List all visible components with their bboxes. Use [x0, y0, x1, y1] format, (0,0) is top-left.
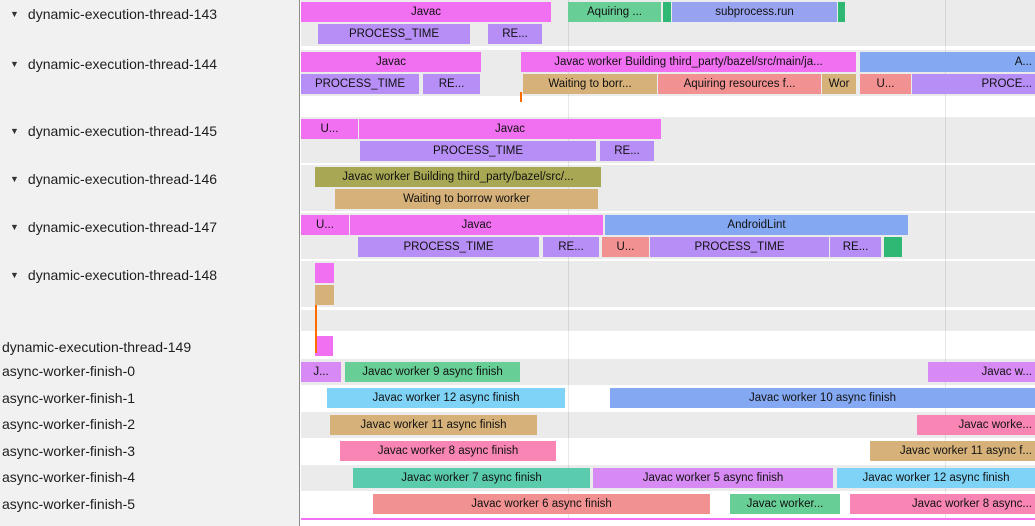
- trace-span-javac-worke-[interactable]: Javac worke...: [917, 415, 1035, 435]
- track-label: dynamic-execution-thread-149: [2, 339, 192, 355]
- trace-span-re-[interactable]: RE...: [423, 74, 480, 94]
- timeline-canvas[interactable]: Javac Aquiring ... subprocess.run PROCESS_T…: [301, 0, 1035, 526]
- track-name-dynamic-execution-thread-149[interactable]: dynamic-execution-thread-149: [0, 337, 300, 357]
- trace-span-waiting-to-borr-[interactable]: Waiting to borr...: [523, 74, 657, 94]
- trace-span-aquiring-[interactable]: Aquiring ...: [568, 2, 661, 22]
- timeline-baseline: [301, 518, 1035, 520]
- trace-span-process-time[interactable]: PROCESS_TIME: [650, 237, 829, 257]
- collapse-arrow-icon[interactable]: ▼: [10, 9, 19, 19]
- track-row-background: [301, 310, 1035, 331]
- trace-span-proce-[interactable]: PROCE...: [912, 74, 1035, 94]
- trace-span-javac-worker-5-async-finish[interactable]: Javac worker 5 async finish: [593, 468, 833, 488]
- trace-span-javac-worker-7-async-finish[interactable]: Javac worker 7 async finish: [353, 468, 590, 488]
- trace-span-javac-worker-8-async-finish[interactable]: Javac worker 8 async finish: [340, 441, 556, 461]
- trace-span-re-[interactable]: RE...: [830, 237, 881, 257]
- trace-span-javac-worker-8-async-[interactable]: Javac worker 8 async...: [850, 494, 1035, 514]
- gridline: [945, 0, 946, 518]
- trace-span-a-[interactable]: A...: [860, 52, 1035, 72]
- gridline: [568, 0, 569, 518]
- track-label: dynamic-execution-thread-147: [27, 219, 218, 235]
- trace-span[interactable]: [315, 336, 333, 356]
- trace-span-javac-worker-building-third-party-bazel-src-[interactable]: Javac worker Building third_party/bazel/…: [315, 167, 601, 187]
- track-label: dynamic-execution-thread-148: [27, 267, 218, 283]
- track-name-dynamic-execution-thread-147[interactable]: ▼ dynamic-execution-thread-147: [0, 217, 298, 237]
- trace-span-javac-worker-building-third-party-bazel-src-main-ja-[interactable]: Javac worker Building third_party/bazel/…: [521, 52, 856, 72]
- track-name-async-worker-finish-3[interactable]: async-worker-finish-3: [0, 441, 300, 461]
- track-label: async-worker-finish-3: [2, 443, 136, 459]
- trace-span[interactable]: [884, 237, 902, 257]
- trace-span-javac-worker-11-async-finish[interactable]: Javac worker 11 async finish: [330, 415, 537, 435]
- trace-span-javac[interactable]: Javac: [301, 52, 481, 72]
- collapse-arrow-icon[interactable]: ▼: [10, 174, 19, 184]
- trace-span-u-[interactable]: U...: [301, 215, 349, 235]
- trace-span-u-[interactable]: U...: [602, 237, 649, 257]
- trace-span-javac-w-[interactable]: Javac w...: [928, 362, 1035, 382]
- track-label: async-worker-finish-2: [2, 416, 136, 432]
- trace-span-waiting-to-borrow-worker[interactable]: Waiting to borrow worker: [335, 189, 598, 209]
- trace-span[interactable]: [315, 285, 334, 305]
- track-label: async-worker-finish-4: [2, 469, 136, 485]
- trace-span[interactable]: [838, 2, 845, 22]
- instant-marker[interactable]: [520, 92, 522, 102]
- trace-span-javac[interactable]: Javac: [350, 215, 603, 235]
- track-name-async-worker-finish-2[interactable]: async-worker-finish-2: [0, 414, 300, 434]
- trace-span-javac-worker-9-async-finish[interactable]: Javac worker 9 async finish: [345, 362, 520, 382]
- track-name-async-worker-finish-0[interactable]: async-worker-finish-0: [0, 361, 300, 381]
- trace-span-aquiring-resources-f-[interactable]: Aquiring resources f...: [658, 74, 821, 94]
- collapse-arrow-icon[interactable]: ▼: [10, 270, 19, 280]
- track-name-dynamic-execution-thread-148[interactable]: ▼ dynamic-execution-thread-148: [0, 265, 298, 285]
- trace-span-process-time[interactable]: PROCESS_TIME: [318, 24, 470, 44]
- trace-span-javac-worker-10-async-finish[interactable]: Javac worker 10 async finish: [610, 388, 1035, 408]
- trace-span-re-[interactable]: RE...: [543, 237, 599, 257]
- trace-span-javac-worker-12-async-finish[interactable]: Javac worker 12 async finish: [327, 388, 565, 408]
- track-label: async-worker-finish-0: [2, 363, 136, 379]
- track-name-async-worker-finish-1[interactable]: async-worker-finish-1: [0, 388, 300, 408]
- track-label: dynamic-execution-thread-146: [27, 171, 218, 187]
- track-label: async-worker-finish-5: [2, 496, 136, 512]
- collapse-arrow-icon[interactable]: ▼: [10, 59, 19, 69]
- trace-span-u-[interactable]: U...: [301, 119, 358, 139]
- trace-span[interactable]: [315, 263, 334, 283]
- trace-span-wor[interactable]: Wor: [822, 74, 856, 94]
- track-row-background: [301, 261, 1035, 307]
- collapse-arrow-icon[interactable]: ▼: [10, 126, 19, 136]
- track-name-dynamic-execution-thread-146[interactable]: ▼ dynamic-execution-thread-146: [0, 169, 298, 189]
- trace-span-javac[interactable]: Javac: [359, 119, 661, 139]
- track-name-dynamic-execution-thread-145[interactable]: ▼ dynamic-execution-thread-145: [0, 121, 298, 141]
- trace-span-process-time[interactable]: PROCESS_TIME: [358, 237, 539, 257]
- trace-span-process-time[interactable]: PROCESS_TIME: [301, 74, 419, 94]
- trace-span-javac-worker-[interactable]: Javac worker...: [730, 494, 840, 514]
- trace-span-re-[interactable]: RE...: [600, 141, 654, 161]
- trace-span-javac-worker-12-async-finish[interactable]: Javac worker 12 async finish: [837, 468, 1035, 488]
- track-name-panel: ▼ dynamic-execution-thread-143 ▼ dynamic-ex…: [0, 0, 300, 526]
- track-name-dynamic-execution-thread-144[interactable]: ▼ dynamic-execution-thread-144: [0, 54, 298, 74]
- instant-marker[interactable]: [315, 305, 317, 353]
- track-name-async-worker-finish-4[interactable]: async-worker-finish-4: [0, 467, 300, 487]
- trace-span-j-[interactable]: J...: [301, 362, 341, 382]
- track-label: dynamic-execution-thread-144: [27, 56, 218, 72]
- trace-span[interactable]: [663, 2, 671, 22]
- trace-span-androidlint[interactable]: AndroidLint: [605, 215, 908, 235]
- trace-span-javac[interactable]: Javac: [301, 2, 551, 22]
- track-name-async-worker-finish-5[interactable]: async-worker-finish-5: [0, 494, 300, 514]
- track-name-dynamic-execution-thread-143[interactable]: ▼ dynamic-execution-thread-143: [0, 4, 298, 24]
- trace-span-u-[interactable]: U...: [860, 74, 911, 94]
- track-label: dynamic-execution-thread-145: [27, 123, 218, 139]
- trace-span-javac-worker-6-async-finish[interactable]: Javac worker 6 async finish: [373, 494, 710, 514]
- track-label: async-worker-finish-1: [2, 390, 136, 406]
- trace-span-process-time[interactable]: PROCESS_TIME: [360, 141, 596, 161]
- trace-span-re-[interactable]: RE...: [488, 24, 542, 44]
- trace-span-subprocess-run[interactable]: subprocess.run: [672, 2, 837, 22]
- collapse-arrow-icon[interactable]: ▼: [10, 222, 19, 232]
- track-label: dynamic-execution-thread-143: [27, 6, 218, 22]
- trace-span-javac-worker-11-async-f-[interactable]: Javac worker 11 async f...: [870, 441, 1035, 461]
